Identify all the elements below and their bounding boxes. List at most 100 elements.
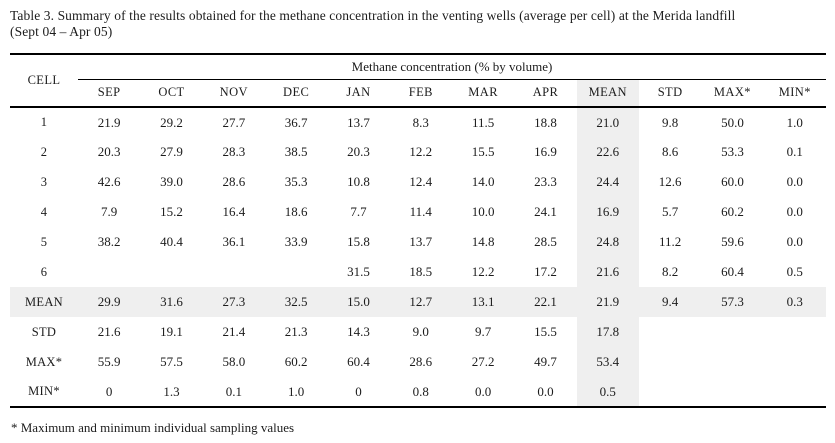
column-header-oct: OCT — [140, 79, 203, 108]
table-cell: 27.3 — [202, 287, 265, 317]
table-cell: 21.6 — [97, 324, 121, 339]
table-row-std: STD 21.6 19.1 21.4 21.3 14.3 9.0 9.7 15.5 17.8 — [10, 317, 826, 347]
row-label: MAX* — [25, 354, 63, 369]
table-cell: 14.3 — [347, 324, 370, 339]
column-header-cell: CELL — [10, 54, 78, 108]
row-label: STD — [31, 324, 57, 339]
table-cell: 53.3 — [721, 144, 744, 159]
row-label: 1 — [40, 115, 48, 129]
table-cell: 18.6 — [284, 204, 308, 219]
column-header-apr: APR — [514, 79, 577, 108]
table-cell: 27.9 — [160, 144, 183, 159]
table-cell: 29.2 — [160, 114, 183, 130]
table-cell: 22.6 — [576, 137, 639, 167]
table-cell: 24.4 — [576, 167, 639, 197]
table-row-6: 6 31.5 18.5 12.2 17.2 21.6 8.2 60.4 0.5 — [10, 257, 826, 287]
column-header-mar: MAR — [451, 79, 515, 108]
table-row-5: 5 38.2 40.4 36.1 33.9 15.8 13.7 14.8 28.5 24.8 11.… — [10, 227, 826, 257]
table-cell: 60.4 — [721, 264, 744, 279]
row-label: 3 — [40, 174, 48, 189]
table-cell — [203, 257, 265, 287]
table-cell — [639, 317, 701, 347]
table-cell: 8.3 — [412, 114, 429, 130]
table-cell: 49.7 — [534, 354, 557, 369]
table-cell: 58.0 — [222, 354, 246, 369]
table-cell: 0.5 — [576, 377, 639, 408]
table-cell: 12.2 — [409, 144, 433, 159]
table-cell: 0.0 — [514, 377, 577, 408]
table-cell: 1.0 — [264, 377, 328, 408]
table-cell: 0.0 — [786, 204, 803, 219]
table-cell: 0.1 — [786, 144, 803, 159]
table-cell: 33.9 — [284, 234, 308, 249]
table-cell: 16.9 — [576, 197, 639, 227]
table-header-row-span: CELL Methane concentration (% by volume) — [10, 54, 826, 108]
table-cell: 12.7 — [389, 287, 452, 317]
table-cell: 23.3 — [534, 174, 557, 189]
table-cell: 0.1 — [202, 377, 265, 408]
table-cell: 19.1 — [160, 324, 183, 339]
table-cell: 59.6 — [721, 234, 744, 249]
table-row-4: 4 7.9 15.2 16.4 18.6 7.7 11.4 10.0 24.1 16.9 5.7 60… — [10, 197, 826, 227]
table-cell: 57.3 — [701, 287, 764, 317]
table-cell: 0.3 — [763, 287, 826, 317]
table-cell: 13.1 — [451, 287, 515, 317]
table-cell: 9.0 — [412, 324, 429, 339]
table-cell: 7.7 — [350, 204, 367, 219]
table-cell: 15.8 — [347, 234, 370, 249]
table-cell: 0 — [327, 377, 390, 408]
table-cell: 38.2 — [97, 234, 121, 249]
table-cell: 14.0 — [471, 174, 495, 189]
table-cell — [639, 347, 701, 377]
table-cell: 57.5 — [160, 354, 183, 369]
table-cell — [140, 257, 202, 287]
row-label: 2 — [40, 144, 48, 159]
table-cell: 13.7 — [347, 114, 370, 130]
column-header-jan: JAN — [327, 79, 390, 108]
table-row-min: MIN* 0 1.3 0.1 1.0 0 0.8 0.0 0.0 0.5 — [10, 377, 826, 408]
table-cell: 60.4 — [347, 354, 370, 369]
table-cell: 18.5 — [409, 264, 433, 279]
column-header-sep: SEP — [78, 79, 141, 108]
table-cell: 18.8 — [534, 114, 557, 130]
table-cell: 11.5 — [471, 114, 495, 130]
table-cell: 20.3 — [347, 144, 370, 159]
table-cell: 12.6 — [658, 174, 682, 189]
table-cell: 60.2 — [284, 354, 308, 369]
table-cell: 55.9 — [97, 354, 121, 369]
span-header-methane-concentration: Methane concentration (% by volume) — [78, 54, 826, 80]
table-cell: 0.0 — [786, 234, 803, 249]
table-cell: 17.2 — [534, 264, 557, 279]
table-cell: 8.6 — [661, 144, 679, 159]
table-cell: 16.9 — [534, 144, 557, 159]
table-cell: 24.8 — [576, 227, 639, 257]
table-cell: 27.7 — [222, 114, 246, 130]
table-cell — [701, 317, 763, 347]
table-cell: 1.3 — [140, 377, 203, 408]
table-cell: 9.4 — [638, 287, 702, 317]
table-cell — [763, 377, 826, 408]
table-cell: 0 — [78, 377, 141, 408]
table-caption: Table 3. Summary of the results obtained… — [10, 8, 826, 40]
table-row-3: 3 42.6 39.0 28.6 35.3 10.8 12.4 14.0 23.3 24.4 12.… — [10, 167, 826, 197]
table-cell — [701, 347, 763, 377]
table-cell: 40.4 — [160, 234, 183, 249]
table-cell — [638, 377, 702, 408]
table-row-1: 1 21.9 29.2 27.7 36.7 13.7 8.3 11.5 18.8 21.0 9.8 5… — [10, 107, 826, 137]
table-cell: 60.2 — [721, 204, 744, 219]
table-caption-line1: Table 3. Summary of the results obtained… — [10, 8, 736, 23]
table-cell: 8.2 — [661, 264, 679, 279]
table-cell: 12.2 — [471, 264, 495, 279]
table-cell: 42.6 — [97, 174, 121, 189]
table-cell: 10.8 — [347, 174, 370, 189]
table-cell: 21.0 — [576, 107, 639, 137]
table-cell: 21.9 — [576, 287, 639, 317]
table-cell: 31.5 — [347, 264, 370, 279]
column-header-nov: NOV — [202, 79, 265, 108]
table-cell: 0.0 — [786, 174, 803, 189]
table-cell: 15.2 — [160, 204, 183, 219]
table-cell: 27.2 — [471, 354, 495, 369]
table-cell: 0.8 — [389, 377, 452, 408]
table-cell: 11.2 — [658, 234, 682, 249]
table-cell: 21.3 — [284, 324, 308, 339]
